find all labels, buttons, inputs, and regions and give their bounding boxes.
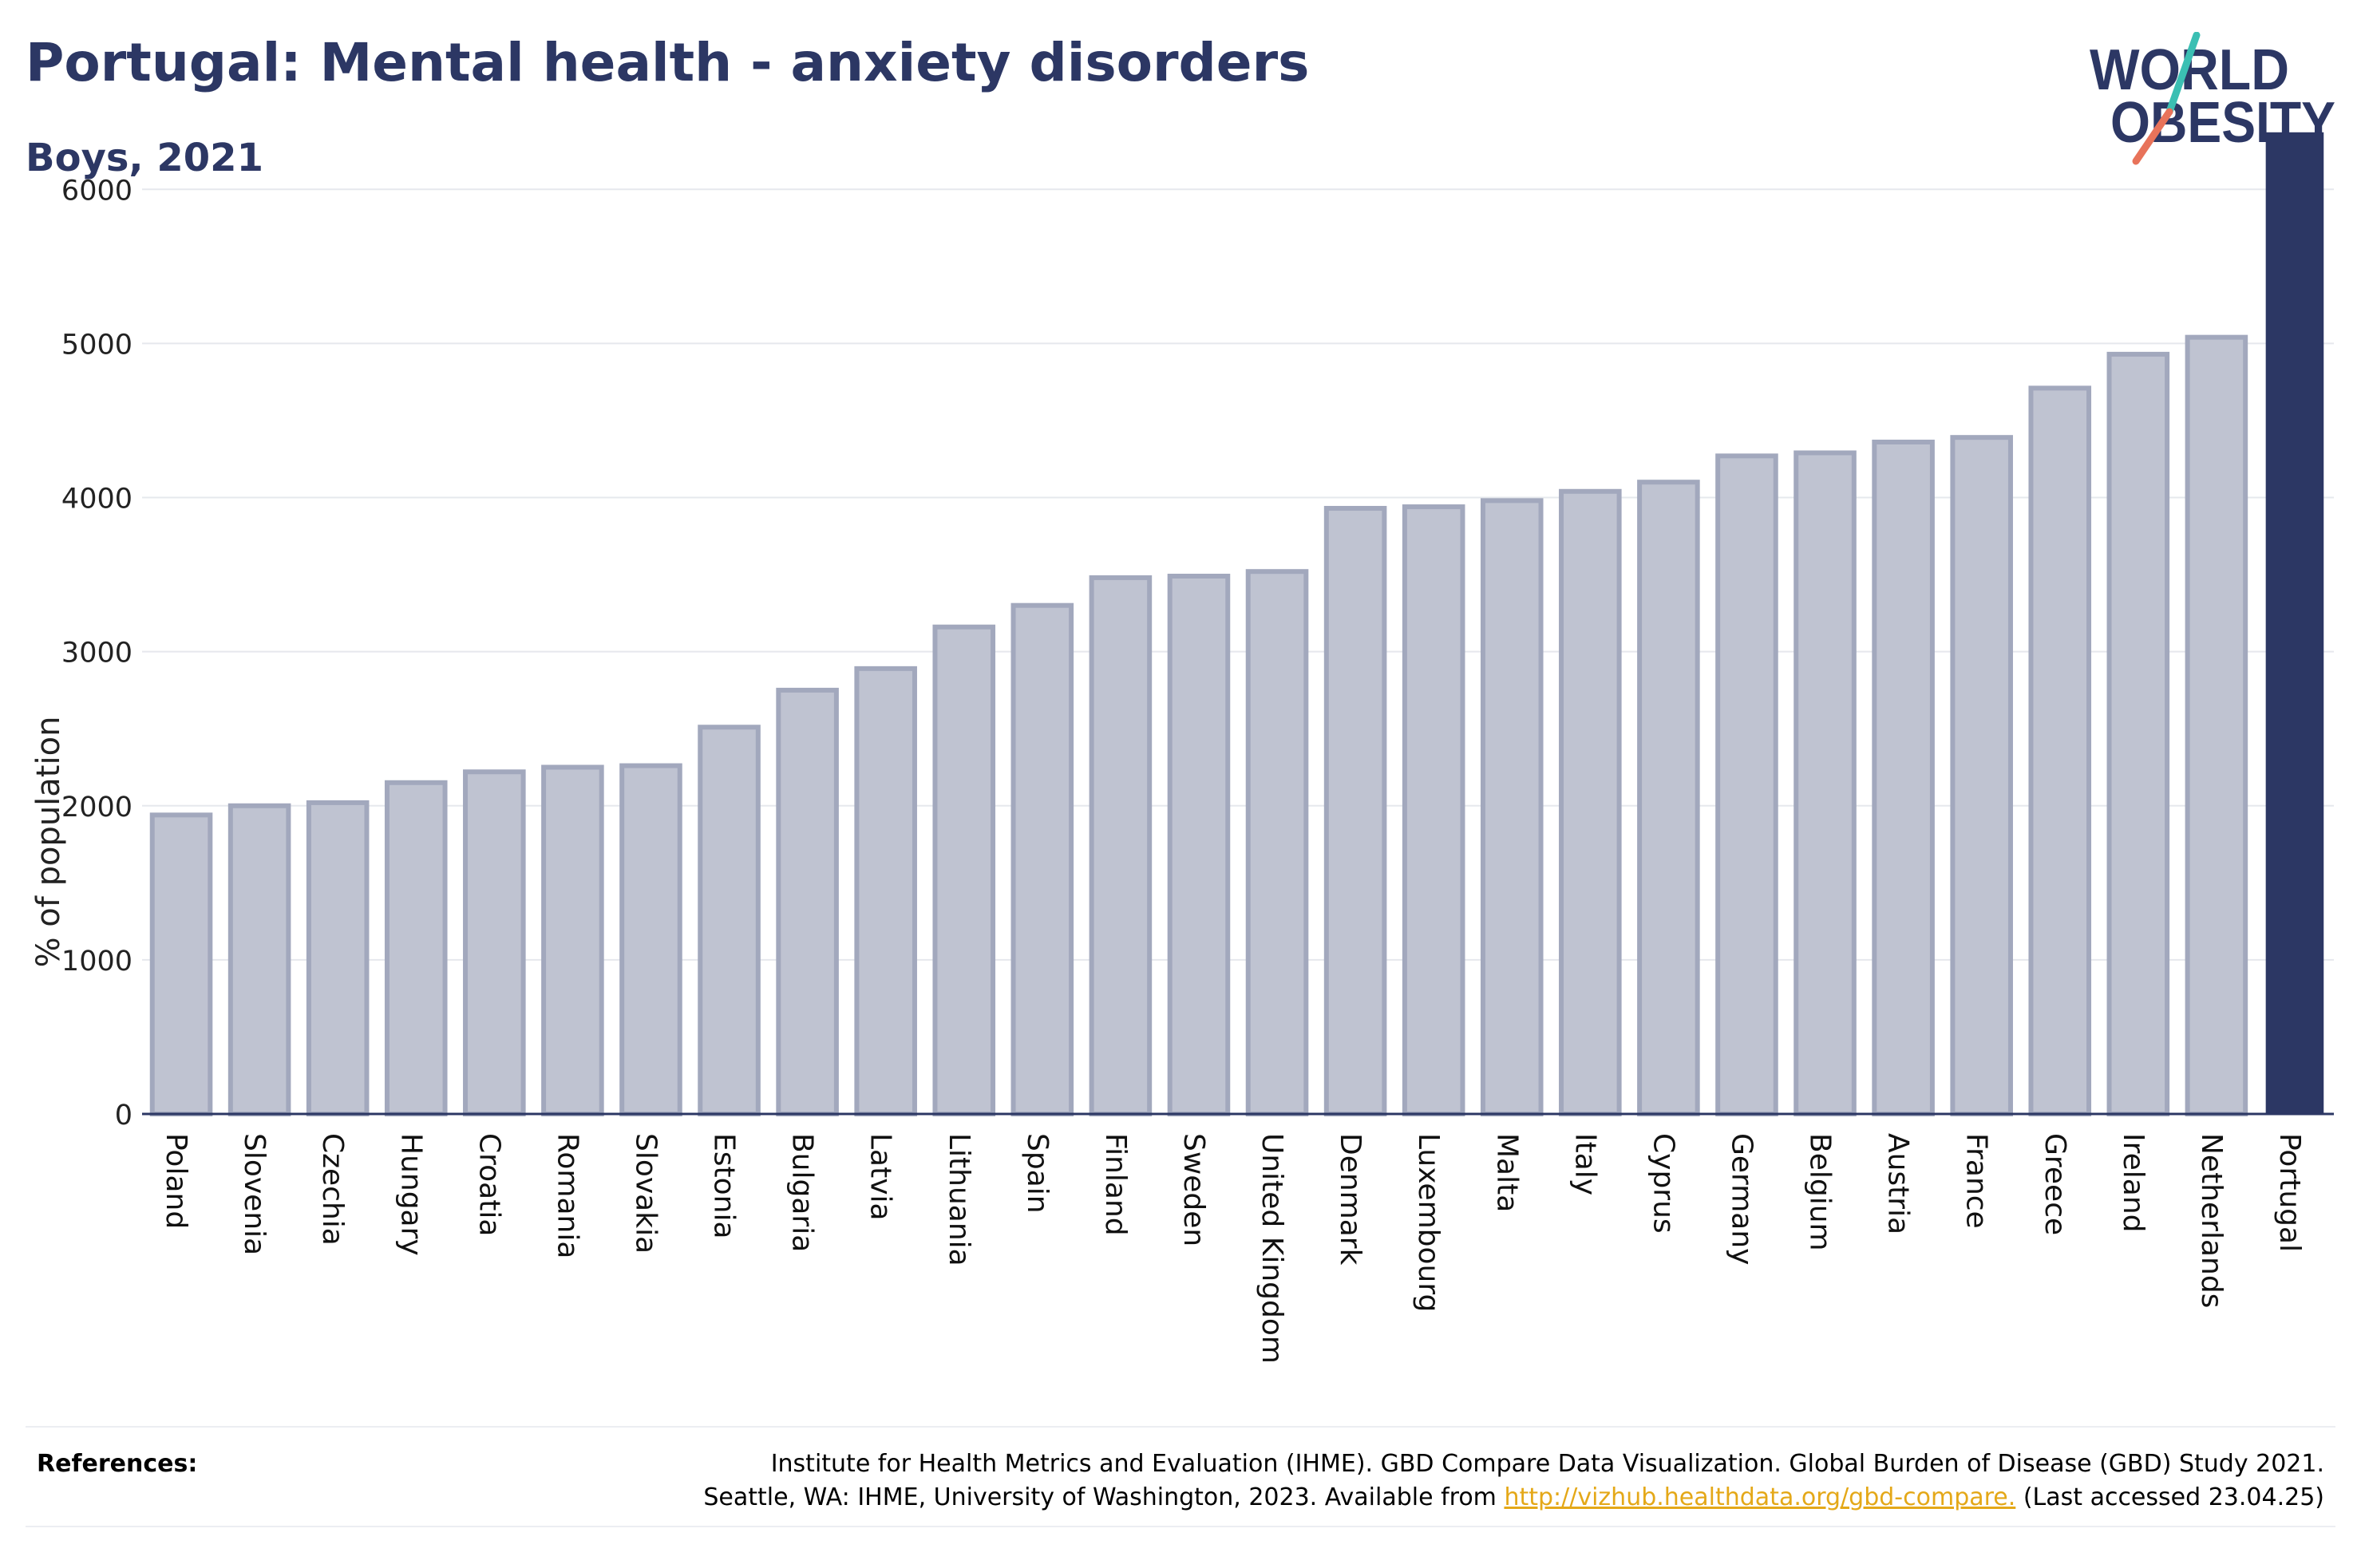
y-axis-title: % of population [30, 717, 67, 968]
y-tick-label: 5000 [61, 329, 132, 361]
x-tick-label: Cyprus [1647, 1133, 1679, 1234]
references-line-1: Institute for Health Metrics and Evaluat… [770, 1450, 2324, 1478]
bar [1715, 453, 1778, 1116]
bar [1480, 498, 1544, 1116]
bar [1245, 569, 1309, 1116]
x-tick-label: Greece [2039, 1133, 2071, 1235]
y-tick-label: 2000 [61, 792, 132, 823]
logo-slash-coral [2132, 108, 2173, 165]
bar [1167, 573, 1231, 1116]
bar [854, 666, 917, 1116]
y-tick-label: 4000 [61, 484, 132, 515]
references-link[interactable]: http://vizhub.healthdata.org/gbd-compare… [1504, 1483, 2016, 1511]
x-tick-label: France [1960, 1133, 1993, 1229]
x-tick-label: Italy [1568, 1133, 1601, 1195]
x-tick-label: Sweden [1177, 1133, 1210, 1246]
bar [1559, 488, 1622, 1116]
x-tick-label: Estonia [708, 1133, 741, 1239]
x-tick-label: Slovenia [238, 1133, 271, 1255]
x-tick-label: Netherlands [2195, 1133, 2228, 1308]
bar [2028, 385, 2092, 1117]
x-tick-label: Malta [1490, 1133, 1523, 1212]
y-tick-label: 6000 [61, 175, 132, 207]
bar [384, 780, 448, 1116]
bar [2185, 334, 2248, 1116]
x-tick-label: Belgium [1804, 1133, 1837, 1251]
bar-chart: 0 1000 2000 3000 4000 5000 6000 Poland Slovenia C… [30, 132, 2334, 1364]
logo-slash-teal [2165, 32, 2201, 116]
x-tick-label: United Kingdom [1256, 1133, 1288, 1364]
x-tick-label: Finland [1099, 1133, 1132, 1236]
bar [1402, 504, 1465, 1116]
x-tick-label: Hungary [394, 1133, 427, 1256]
references-text: Institute for Health Metrics and Evaluat… [568, 1448, 2324, 1515]
bar [1010, 602, 1074, 1116]
x-tick-label: Croatia [473, 1133, 505, 1236]
y-tick-label: 3000 [61, 638, 132, 669]
x-tick-label: Poland [160, 1133, 192, 1229]
page-title: Portugal: Mental health - anxiety disord… [26, 32, 1310, 93]
x-tick-label: Czechia [316, 1133, 349, 1246]
y-tick-label: 0 [115, 1100, 132, 1132]
x-tick-label: Bulgaria [786, 1133, 819, 1252]
references-line-2-suffix: (Last accessed 23.04.25) [2015, 1483, 2324, 1511]
x-tick-label: Slovakia [629, 1133, 662, 1254]
bar [1323, 506, 1387, 1116]
x-tick-label: Ireland [2117, 1133, 2149, 1233]
bar [2106, 351, 2170, 1116]
x-tick-label: Germany [1725, 1133, 1758, 1265]
x-tick-label: Luxembourg [1412, 1133, 1445, 1312]
bar [306, 800, 370, 1116]
bar [1793, 450, 1857, 1116]
bars [149, 132, 2324, 1117]
references-label: References: [37, 1450, 198, 1478]
bar [1089, 575, 1153, 1116]
bar [932, 624, 996, 1116]
bar [1637, 480, 1700, 1116]
y-tick-label: 1000 [61, 946, 132, 978]
bar-highlight [2265, 132, 2324, 1115]
bar [619, 763, 682, 1116]
x-tick-label: Latvia [864, 1133, 897, 1221]
x-tick-label: Spain [1021, 1133, 1054, 1214]
references-divider-bottom [26, 1526, 2335, 1527]
references-divider-top [26, 1426, 2335, 1428]
bar [1950, 435, 2013, 1116]
bar [463, 769, 526, 1116]
bar [776, 687, 839, 1116]
tick-labels: 0 1000 2000 3000 4000 5000 6000 Poland Slovenia C… [61, 175, 2306, 1364]
x-tick-label: Austria [1882, 1133, 1915, 1234]
bar [227, 803, 291, 1116]
x-tick-label: Denmark [1334, 1133, 1366, 1266]
x-tick-label: Portugal [2273, 1133, 2306, 1252]
x-tick-label: Lithuania [943, 1133, 975, 1266]
bar [698, 725, 761, 1116]
page-subtitle: Boys, 2021 [26, 136, 263, 180]
bar [149, 812, 213, 1117]
references-line-2-prefix: Seattle, WA: IHME, University of Washing… [703, 1483, 1505, 1511]
references-line-2: Seattle, WA: IHME, University of Washing… [568, 1481, 2324, 1515]
bar [541, 764, 604, 1116]
bar [1872, 439, 1935, 1116]
x-tick-label: Romania [551, 1133, 583, 1258]
